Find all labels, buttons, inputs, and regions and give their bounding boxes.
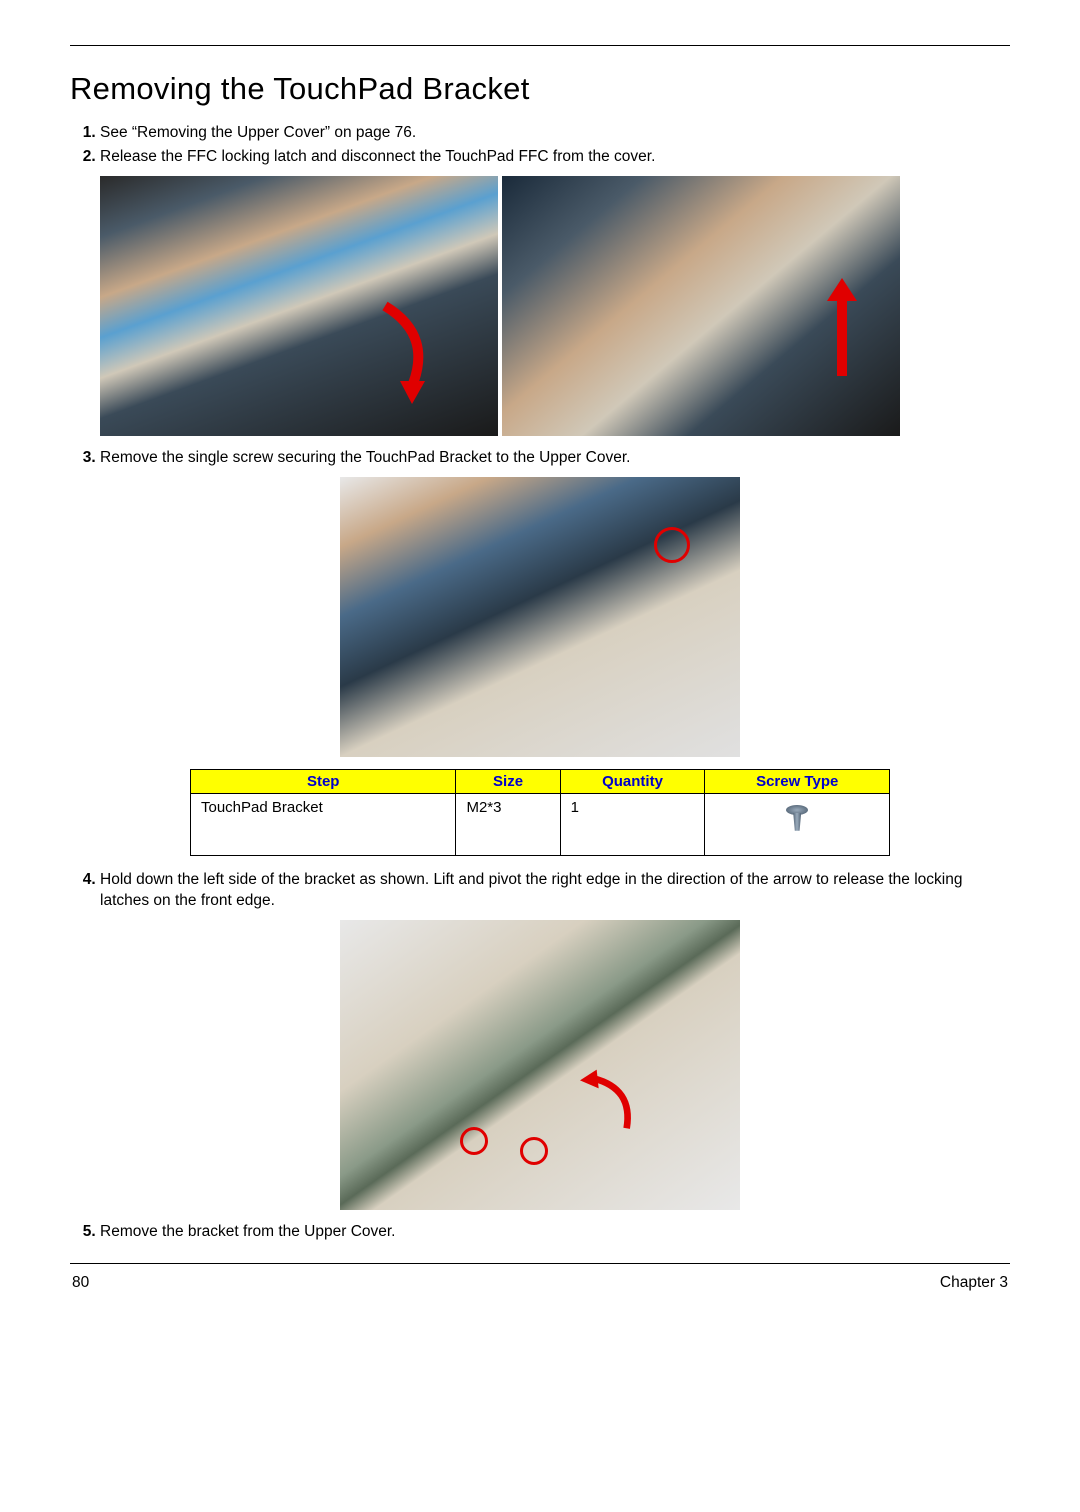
- instruction-list-cont3: Remove the bracket from the Upper Cover.: [70, 1222, 1010, 1243]
- image-center-screw: [70, 477, 1010, 757]
- col-size: Size: [456, 769, 560, 793]
- screw-table: Step Size Quantity Screw Type TouchPad B…: [190, 769, 890, 856]
- table-row: TouchPad Bracket M2*3 1: [191, 793, 890, 855]
- callout-circle-icon: [654, 527, 690, 563]
- step-1: See “Removing the Upper Cover” on page 7…: [100, 123, 1010, 144]
- arrow-icon: [370, 296, 450, 406]
- image-row-ffc: [100, 176, 1010, 436]
- col-quantity: Quantity: [560, 769, 705, 793]
- step-4: Hold down the left side of the bracket a…: [100, 870, 1010, 912]
- page-title: Removing the TouchPad Bracket: [70, 71, 1010, 107]
- col-screwtype: Screw Type: [705, 769, 890, 793]
- arrow-icon: [802, 276, 882, 386]
- instruction-list-cont2: Hold down the left side of the bracket a…: [70, 870, 1010, 912]
- chapter-label: Chapter 3: [940, 1274, 1008, 1292]
- instruction-list: See “Removing the Upper Cover” on page 7…: [70, 123, 1010, 168]
- photo-lift-bracket: [340, 920, 740, 1210]
- instruction-list-cont1: Remove the single screw securing the Tou…: [70, 448, 1010, 469]
- callout-circle-icon: [520, 1137, 548, 1165]
- cell-size: M2*3: [456, 793, 560, 855]
- screw-icon: [781, 805, 813, 833]
- manual-page: Removing the TouchPad Bracket See “Remov…: [0, 0, 1080, 1322]
- page-footer: 80 Chapter 3: [70, 1274, 1010, 1292]
- cell-screwtype: [705, 793, 890, 855]
- step-2: Release the FFC locking latch and discon…: [100, 147, 1010, 168]
- callout-circle-icon: [460, 1127, 488, 1155]
- photo-ffc-release: [100, 176, 498, 436]
- step-3: Remove the single screw securing the Tou…: [100, 448, 1010, 469]
- page-number: 80: [72, 1274, 89, 1292]
- col-step: Step: [191, 769, 456, 793]
- top-rule: [70, 45, 1010, 46]
- image-center-bracket: [70, 920, 1010, 1210]
- cell-quantity: 1: [560, 793, 705, 855]
- photo-remove-screw: [340, 477, 740, 757]
- step-5: Remove the bracket from the Upper Cover.: [100, 1222, 1010, 1243]
- bottom-rule: [70, 1263, 1010, 1264]
- cell-step: TouchPad Bracket: [191, 793, 456, 855]
- photo-ffc-disconnect: [502, 176, 900, 436]
- arrow-icon: [560, 1050, 640, 1160]
